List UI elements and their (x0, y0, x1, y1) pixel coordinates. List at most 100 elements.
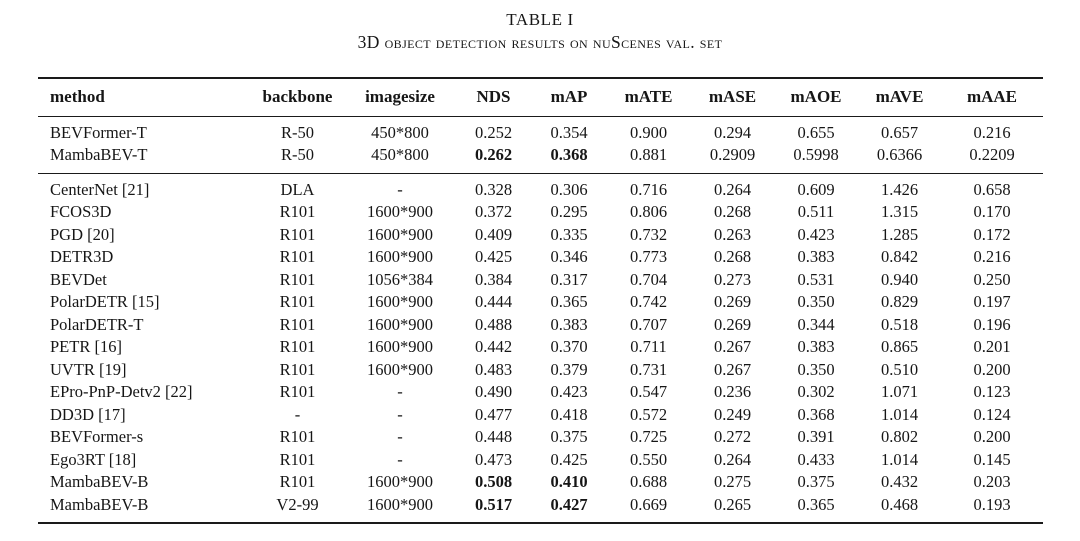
cell-method: DETR3D (50, 247, 114, 266)
table-row: UVTR [19] R101 1600*900 0.483 0.379 0.731 0.26… (38, 359, 1043, 382)
cell-maoe: 0.609 (797, 179, 835, 199)
cell-mase: 0.236 (713, 382, 752, 401)
cell-mase: 0.267 (713, 359, 752, 379)
cell-method: DD3D [17] (50, 404, 126, 424)
table-caption-title: 3D object detection results on nuScenes … (357, 32, 723, 52)
cell-method: PolarDETR [15] (50, 292, 160, 311)
column-header-maoe: mAOE (790, 87, 842, 106)
cell-mate: 0.707 (629, 314, 668, 334)
cell-map: 0.365 (550, 292, 588, 311)
table-row: DETR3D R101 1600*900 0.425 0.346 0.773 0.268 0.… (38, 246, 1043, 269)
column-header-map: mAP (550, 87, 588, 106)
cell-method: PETR [16] (50, 337, 122, 356)
table-row: MambaBEV-B R101 1600*900 0.508 0.410 0.688 0.2… (38, 471, 1043, 494)
cell-backbone: R101 (279, 224, 316, 244)
cell-nds: 0.262 (474, 145, 513, 164)
cell-mate: 0.550 (629, 449, 668, 469)
table-row: MambaBEV-T R-50 450*800 0.262 0.368 0.881 0.29… (38, 144, 1043, 173)
cell-mave: 0.802 (880, 427, 919, 446)
cell-backbone: R101 (279, 247, 316, 266)
cell-mase: 0.249 (713, 404, 752, 424)
cell-maoe: 0.5998 (793, 145, 839, 164)
cell-mate: 0.773 (629, 247, 668, 266)
cell-mase: 0.268 (713, 202, 752, 221)
results-table: method backbone imagesize NDS mAP mATE mASE mAO… (38, 77, 1043, 524)
cell-mave: 0.6366 (876, 145, 923, 164)
cell-maae: 0.197 (973, 292, 1011, 311)
table-row: BEVFormer-s R101 - 0.448 0.375 0.725 0.272 0.39… (38, 426, 1043, 449)
cell-mate: 0.731 (629, 359, 668, 379)
cell-maae: 0.200 (973, 427, 1011, 446)
cell-mase: 0.267 (713, 337, 752, 356)
table-header: method backbone imagesize NDS mAP mATE mASE mAO… (38, 78, 1043, 116)
cell-backbone: R101 (279, 269, 316, 289)
cell-backbone: R-50 (281, 122, 314, 142)
cell-nds: 0.442 (474, 337, 513, 356)
cell-method: BEVDet (50, 269, 107, 289)
cell-imagesize: 450*800 (371, 145, 429, 164)
cell-backbone: - (294, 404, 301, 424)
cell-map: 0.295 (550, 202, 588, 221)
cell-map: 0.410 (550, 472, 588, 491)
cell-mate: 0.572 (629, 404, 668, 424)
column-header-nds: NDS (476, 87, 511, 106)
cell-mase: 0.272 (713, 427, 752, 446)
cell-map: 0.335 (550, 224, 588, 244)
cell-mase: 0.263 (713, 224, 752, 244)
cell-mave: 0.842 (880, 247, 919, 266)
cell-maae: 0.203 (973, 472, 1011, 491)
cell-maae: 0.2209 (969, 145, 1015, 164)
cell-mave: 0.518 (880, 314, 919, 334)
cell-mase: 0.269 (713, 292, 752, 311)
cell-map: 0.368 (550, 145, 588, 164)
cell-method: BEVFormer-s (50, 427, 144, 446)
column-header-imagesize: imagesize (365, 87, 435, 106)
table-row: PolarDETR-T R101 1600*900 0.488 0.383 0.707 0.… (38, 314, 1043, 337)
cell-nds: 0.444 (474, 292, 513, 311)
cell-mave: 0.940 (880, 269, 919, 289)
table-row: PolarDETR [15] R101 1600*900 0.444 0.365 0.74… (38, 291, 1043, 314)
table-caption-label: TABLE I (506, 10, 574, 29)
cell-nds: 0.483 (474, 359, 513, 379)
column-header-mase: mASE (708, 87, 757, 106)
cell-method: FCOS3D (50, 202, 112, 221)
cell-nds: 0.488 (474, 314, 513, 334)
cell-method: BEVFormer-T (50, 122, 147, 142)
cell-mave: 1.315 (880, 202, 919, 221)
cell-maae: 0.193 (973, 494, 1011, 514)
cell-imagesize: - (397, 404, 403, 424)
cell-maae: 0.216 (973, 247, 1011, 266)
cell-backbone: V2-99 (276, 494, 319, 514)
cell-map: 0.346 (550, 247, 588, 266)
cell-mase: 0.273 (713, 269, 752, 289)
cell-method: EPro-PnP-Detv2 [22] (50, 382, 193, 401)
cell-maoe: 0.344 (797, 314, 835, 334)
cell-maoe: 0.302 (797, 382, 835, 401)
column-header-backbone: backbone (262, 87, 333, 106)
cell-imagesize: 450*800 (371, 122, 429, 142)
cell-mate: 0.688 (629, 472, 668, 491)
cell-imagesize: 1600*900 (367, 247, 433, 266)
cell-mase: 0.268 (713, 247, 752, 266)
cell-method: MambaBEV-T (50, 145, 148, 164)
cell-maae: 0.145 (973, 449, 1011, 469)
cell-imagesize: 1600*900 (367, 314, 433, 334)
cell-mave: 0.510 (880, 359, 919, 379)
cell-maoe: 0.391 (797, 427, 835, 446)
cell-mate: 0.900 (629, 122, 668, 142)
cell-method: PolarDETR-T (50, 314, 144, 334)
cell-imagesize: 1600*900 (367, 494, 433, 514)
cell-mate: 0.547 (629, 382, 668, 401)
cell-method: Ego3RT [18] (50, 449, 137, 469)
cell-method: PGD [20] (50, 224, 115, 244)
cell-backbone: R101 (279, 382, 316, 401)
cell-imagesize: 1600*900 (367, 292, 433, 311)
cell-maoe: 0.365 (797, 494, 835, 514)
cell-maoe: 0.423 (797, 224, 835, 244)
table-row: DD3D [17] - - 0.477 0.418 0.572 0.249 0.368 1.01… (38, 404, 1043, 427)
cell-maoe: 0.511 (797, 202, 835, 221)
cell-mase: 0.269 (713, 314, 752, 334)
table-row: CenterNet [21] DLA - 0.328 0.306 0.716 0.264 0.… (38, 173, 1043, 201)
cell-mate: 0.806 (629, 202, 668, 221)
cell-mase: 0.264 (713, 179, 752, 199)
